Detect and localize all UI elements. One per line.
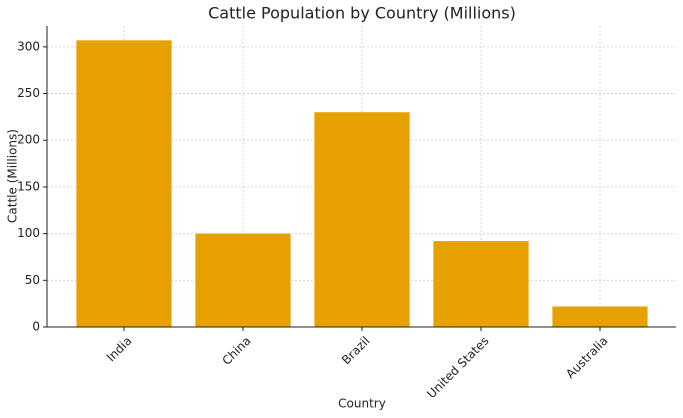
y-tick-label: 200 [17, 133, 40, 147]
bar [195, 233, 291, 327]
bar [552, 306, 648, 327]
y-axis-label: Cattle (Millions) [6, 129, 20, 223]
x-tick-label: Brazil [339, 334, 373, 368]
bar [76, 40, 172, 327]
x-tick-label: India [104, 334, 135, 365]
x-tick-label: China [219, 334, 253, 368]
x-tick-label: United States [424, 334, 491, 401]
y-tick-label: 100 [17, 226, 40, 240]
y-tick-label: 250 [17, 86, 40, 100]
chart-title: Cattle Population by Country (Millions) [208, 4, 516, 23]
y-tick-label: 50 [25, 273, 40, 287]
y-tick-label: 0 [32, 320, 40, 334]
y-tick-label: 150 [17, 179, 40, 193]
x-axis-label: Country [338, 397, 386, 411]
bar [433, 241, 529, 327]
x-tick-label: Australia [563, 334, 610, 381]
bar [314, 112, 410, 327]
y-tick-label: 300 [17, 39, 40, 53]
